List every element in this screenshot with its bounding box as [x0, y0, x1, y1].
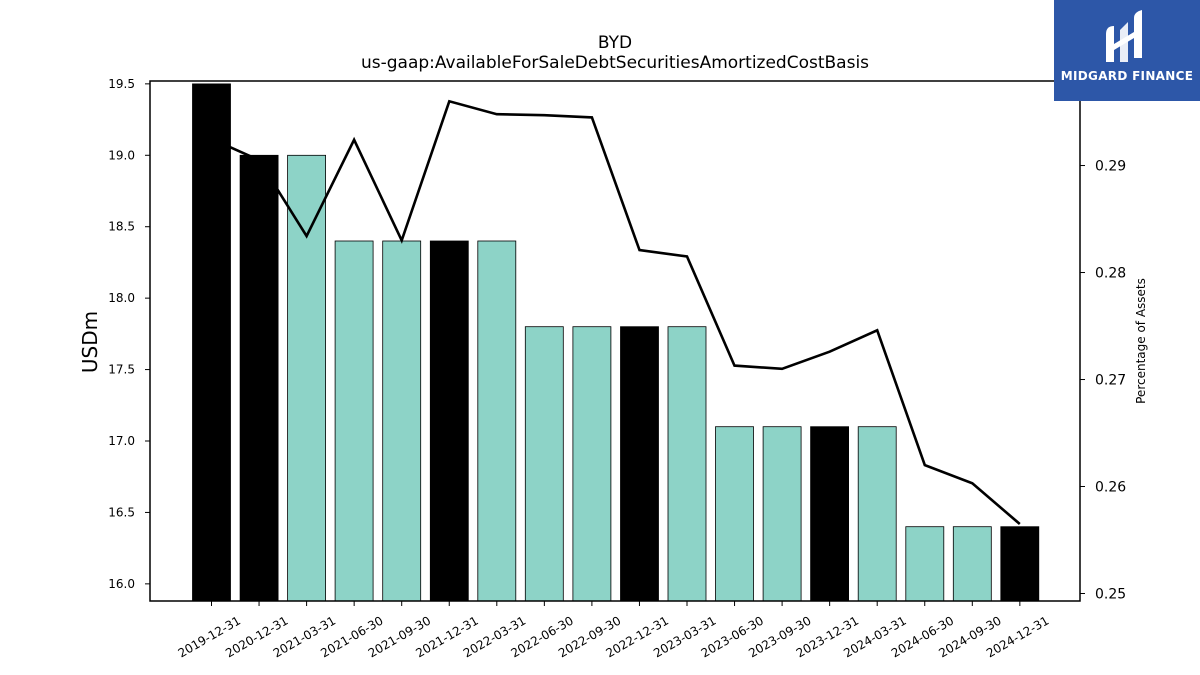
y2-tick-label: 0.27: [1095, 373, 1126, 389]
bar-2021-09-30: [382, 240, 422, 602]
bar-2020-12-31: [239, 154, 279, 602]
y-tick-label: 16.0: [108, 577, 135, 591]
bar-2024-06-30: [905, 526, 945, 602]
y-tick-label: 18.5: [108, 220, 135, 234]
percentage-line: [210, 99, 1021, 525]
y-tick-label: 17.5: [108, 363, 135, 377]
y-tick-label: 17.0: [108, 434, 135, 448]
chart-subtitle: us-gaap:AvailableForSaleDebtSecuritiesAm…: [361, 53, 869, 73]
bar-2022-09-30: [572, 326, 612, 602]
plot-frame: [149, 80, 1081, 602]
y2-tick-label: 0.28: [1095, 266, 1126, 282]
y-tick-label: 16.5: [108, 505, 135, 519]
bar-2023-03-31: [667, 326, 707, 602]
left-axis: 16.0 16.5 17.0 17.5 18.0 18.5 19.0 19.5: [108, 77, 150, 591]
bar-2023-09-30: [762, 426, 802, 602]
bar-2021-12-31: [429, 240, 469, 602]
bar-2023-06-30: [715, 426, 754, 602]
line-layer: [210, 99, 1021, 525]
y-tick-label: 19.0: [108, 148, 135, 162]
y-axis-label: USDm: [78, 311, 102, 373]
y-tick-label: 19.5: [108, 77, 135, 91]
bar-2019-12-31: [192, 83, 231, 602]
bar-2024-03-31: [857, 426, 897, 602]
bar-2024-09-30: [952, 526, 992, 602]
bar-group: [192, 83, 1040, 602]
y2-tick-label: 0.25: [1095, 587, 1126, 603]
bar-2021-03-31: [287, 154, 327, 602]
bar-2022-03-31: [477, 240, 517, 602]
bar-2024-12-31: [1000, 526, 1040, 602]
bar-2022-06-30: [524, 326, 564, 602]
x-axis: 2019-12-312020-12-312021-03-312021-06-30…: [176, 601, 1051, 660]
right-axis: 0.25 0.26 0.27 0.28 0.29: [1080, 159, 1126, 603]
y-tick-label: 18.0: [108, 291, 135, 305]
logo-text: MIDGARD FINANCE: [1060, 69, 1194, 83]
bar-2023-12-31: [810, 426, 849, 602]
chart-title: BYD: [598, 33, 632, 53]
y2-axis-label: Percentage of Assets: [1134, 278, 1148, 404]
y2-tick-label: 0.29: [1095, 159, 1126, 175]
brand-logo: MIDGARD FINANCE: [1054, 0, 1200, 101]
y2-tick-label: 0.26: [1095, 480, 1126, 496]
bar-2022-12-31: [620, 326, 659, 602]
bar-2021-06-30: [334, 240, 374, 602]
midgard-logo-icon: [1106, 10, 1142, 62]
